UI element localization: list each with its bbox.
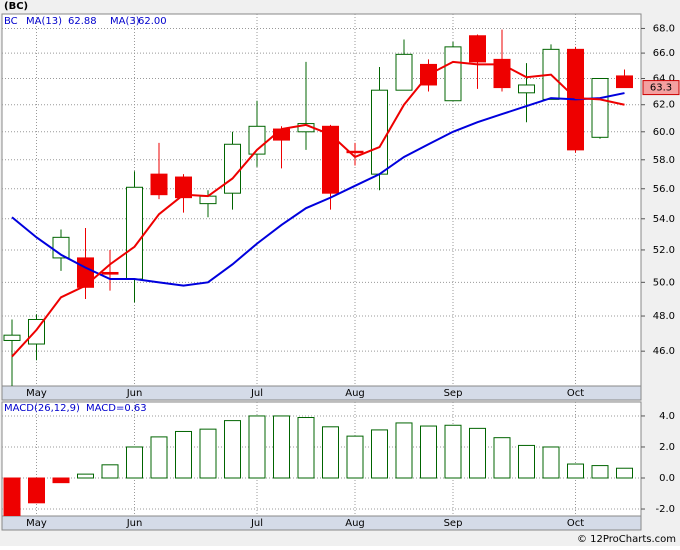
- candle-body: [77, 257, 94, 288]
- macd-bar: [371, 429, 388, 479]
- macd-bar: [175, 430, 192, 479]
- x-tick-label: Aug: [345, 388, 365, 399]
- macd-bar: [248, 415, 266, 479]
- legend-text: 62.88: [68, 16, 97, 27]
- x-tick-label: Sep: [444, 388, 463, 399]
- y-tick-label: 68.0: [653, 23, 675, 34]
- x-tick-label: Oct: [567, 388, 584, 399]
- candle-body: [371, 89, 388, 175]
- y-tick-label: 60.0: [653, 127, 675, 138]
- macd-bar: [28, 477, 45, 504]
- footer: © 12ProCharts.com: [577, 534, 676, 545]
- macd-bar: [150, 436, 168, 479]
- legend-text: BC: [4, 16, 18, 27]
- legend-text: MACD(26,12,9): [4, 403, 80, 414]
- macd-bar: [322, 426, 339, 479]
- x-tick-label: Jul: [250, 388, 263, 399]
- candle-body: [150, 173, 168, 196]
- macd-bar: [420, 425, 437, 479]
- macd-bar: [567, 463, 584, 479]
- candle-body: [591, 77, 609, 138]
- x-tick-label: Sep: [444, 518, 463, 529]
- candle-body: [126, 186, 143, 280]
- candle-body: [199, 195, 217, 205]
- macd-bar: [273, 415, 290, 479]
- date-strip: [1, 515, 642, 531]
- y-tick-label: 66.0: [653, 48, 675, 59]
- macd-bar: [493, 437, 511, 479]
- macd-bar: [224, 420, 241, 479]
- date-strip: [1, 385, 642, 401]
- x-tick-label: Jul: [250, 518, 263, 529]
- y-tick-label: 46.0: [653, 346, 675, 357]
- legend-text: MA(3): [110, 16, 140, 27]
- y-tick-label: 48.0: [653, 311, 675, 322]
- candle-body: [175, 176, 192, 199]
- macd-bar: [518, 444, 535, 479]
- macd-bar: [444, 424, 462, 479]
- y-tick-label: 64.0: [653, 73, 675, 84]
- y-tick-label: 2.0: [659, 442, 675, 453]
- x-tick-label: Aug: [345, 518, 365, 529]
- y-tick-label: 58.0: [653, 155, 675, 166]
- chart-title: (BC): [4, 1, 28, 12]
- macd-bar: [591, 465, 609, 479]
- macd-bar: [616, 467, 633, 479]
- price-tag: [642, 80, 680, 96]
- price-tag-label: 63.3: [650, 83, 672, 94]
- y-tick-label: 52.0: [653, 245, 675, 256]
- macd-bar: [77, 473, 94, 479]
- macd-bar: [3, 477, 21, 516]
- candle-body: [395, 53, 413, 91]
- macd-bar: [101, 464, 119, 479]
- macd-bar: [395, 422, 413, 479]
- price-plot: [2, 14, 641, 386]
- ma-line: [11, 60, 625, 358]
- macd-bar: [346, 435, 364, 479]
- x-tick-label: Jun: [126, 518, 143, 529]
- candle-body: [101, 271, 119, 275]
- y-tick-label: 62.0: [653, 100, 675, 111]
- legend-text: MA(13): [26, 16, 62, 27]
- legend-text: MACD=0.63: [86, 403, 147, 414]
- legend-text: 62.00: [138, 16, 167, 27]
- x-tick-label: Oct: [567, 518, 584, 529]
- candle-body: [469, 35, 486, 63]
- candle-body: [3, 334, 21, 341]
- macd-bar: [297, 417, 315, 479]
- candle-body: [322, 125, 339, 194]
- macd-bar: [126, 446, 143, 479]
- x-tick-label: May: [26, 518, 47, 529]
- macd-bar: [52, 477, 70, 484]
- macd-bar: [542, 446, 560, 479]
- candle-body: [518, 84, 535, 94]
- macd-bar: [199, 428, 217, 479]
- candle-body: [616, 75, 633, 89]
- y-tick-label: -2.0: [655, 504, 675, 515]
- y-tick-label: 50.0: [653, 277, 675, 288]
- x-tick-label: Jun: [126, 388, 143, 399]
- candle-body: [224, 143, 241, 194]
- macd-bar: [469, 427, 486, 479]
- candle-body: [444, 46, 462, 102]
- y-tick-label: 54.0: [653, 214, 675, 225]
- y-tick-label: 56.0: [653, 184, 675, 195]
- y-tick-label: 0.0: [659, 473, 675, 484]
- candle-body: [346, 150, 364, 154]
- x-tick-label: May: [26, 388, 47, 399]
- ma-line: [11, 92, 625, 287]
- y-tick-label: 4.0: [659, 411, 675, 422]
- macd-plot: [2, 402, 641, 516]
